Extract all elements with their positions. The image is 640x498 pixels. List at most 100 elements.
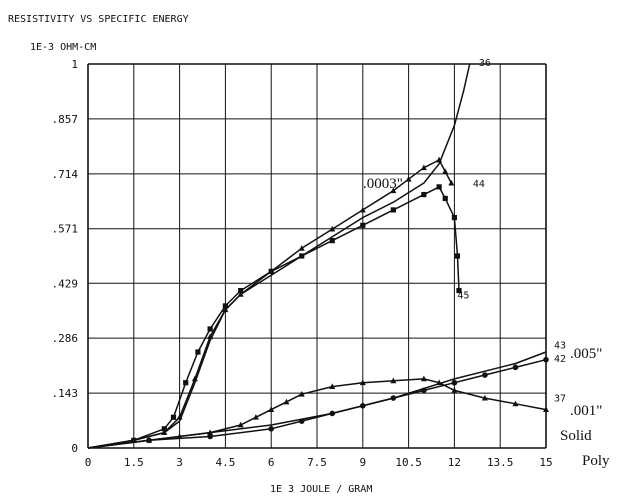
x-tick-label: 1.5: [124, 456, 144, 469]
data-point: [131, 437, 137, 443]
data-point: [359, 379, 366, 386]
y-tick-label: .286: [52, 332, 79, 345]
y-tick-label: .143: [52, 387, 79, 400]
x-tick-label: 9: [359, 456, 366, 469]
data-point: [360, 402, 366, 409]
x-tick-labels: 0 1.5 3 4.5 6 7.5 9 10.5 12 13.5 15: [85, 456, 553, 469]
x-tick-label: 4.5: [215, 456, 235, 469]
data-point: [298, 245, 305, 251]
data-point: [146, 437, 153, 443]
data-point: [482, 372, 488, 378]
data-point: [451, 387, 458, 393]
data-point: [390, 187, 397, 194]
series-label-45: 45: [457, 290, 469, 301]
data-point: [481, 394, 488, 401]
data-point: [298, 418, 305, 424]
data-point: [207, 333, 214, 340]
data-point: [170, 414, 177, 420]
data-point: [299, 253, 305, 259]
y-tick-label: 0: [71, 442, 78, 455]
data-point: [451, 379, 458, 386]
x-axis-label: 1E 3 JOULE / GRAM: [270, 484, 372, 495]
y-tick-label: .429: [52, 277, 79, 290]
data-point: [183, 380, 189, 386]
data-point: [390, 207, 396, 213]
data-point: [222, 303, 228, 309]
annotation-solid: Solid: [560, 428, 592, 444]
x-tick-label: 12: [448, 456, 461, 469]
x-tick-label: 13.5: [487, 456, 514, 469]
data-point: [268, 426, 275, 432]
y-tick-label: .857: [52, 113, 79, 126]
data-point: [360, 222, 366, 228]
series-label-44: 44: [473, 179, 485, 190]
data-point: [207, 326, 213, 332]
data-point: [298, 391, 305, 397]
data-point: [420, 375, 427, 382]
data-point: [329, 410, 336, 417]
data-point: [421, 387, 427, 394]
series-label-43: 43: [554, 340, 566, 351]
chart-title: RESISTIVITY VS SPECIFIC ENERGY: [8, 14, 189, 25]
series-line-44: [87, 159, 452, 449]
data-point: [207, 433, 213, 440]
y-tick-label: 1: [71, 58, 78, 71]
data-point: [436, 379, 443, 386]
x-tick-label: 6: [268, 456, 275, 469]
data-point: [442, 168, 449, 174]
series-labels: 36 44 45 43 42 37: [457, 58, 566, 405]
series-line-37: [87, 378, 547, 449]
data-point: [176, 433, 183, 439]
data-point: [359, 206, 366, 213]
data-point: [161, 426, 167, 432]
data-point: [543, 356, 549, 363]
marker-group: [130, 156, 549, 444]
x-tick-label: 3: [176, 456, 183, 469]
data-point: [451, 215, 457, 221]
data-point: [436, 184, 442, 190]
data-point: [421, 191, 427, 198]
data-point: [222, 306, 229, 313]
data-point: [329, 238, 335, 244]
x-tick-label: 15: [539, 456, 552, 469]
data-point: [195, 349, 201, 355]
data-point: [329, 383, 336, 389]
data-point: [191, 375, 198, 382]
data-point: [456, 287, 462, 294]
x-tick-label: 7.5: [307, 456, 327, 469]
data-point: [405, 176, 412, 182]
series-label-36: 36: [479, 58, 491, 69]
data-point: [238, 287, 244, 294]
data-point: [268, 406, 275, 412]
data-point: [512, 400, 519, 407]
series-line-36: [87, 63, 471, 449]
data-point: [268, 268, 274, 274]
data-point: [207, 429, 214, 436]
data-point: [161, 429, 168, 436]
data-point: [237, 421, 244, 428]
y-tick-label: .571: [52, 223, 79, 236]
data-point: [454, 253, 461, 259]
data-point: [420, 164, 427, 171]
data-point: [512, 364, 519, 371]
data-point: [390, 377, 397, 384]
x-tick-label: 0: [85, 456, 92, 469]
annotation-poly: Poly: [582, 453, 610, 469]
y-axis-label: 1E-3 OHM-CM: [30, 42, 96, 53]
annotation-0003: .0003": [363, 176, 403, 192]
x-tick-label: 10.5: [395, 456, 422, 469]
annotation-005: .005": [570, 346, 602, 362]
data-point: [329, 225, 336, 232]
y-tick-labels: 0 .143 .286 .429 .571 .714 .857 1: [52, 58, 79, 455]
data-point: [237, 291, 244, 297]
data-point: [390, 395, 397, 401]
data-point: [283, 398, 290, 405]
series-label-42: 42: [554, 354, 566, 365]
data-point: [252, 414, 259, 420]
grid: [87, 63, 547, 449]
series-label-37: 37: [554, 394, 566, 405]
data-point: [448, 179, 455, 186]
y-tick-label: .714: [52, 168, 79, 181]
annotation-001: .001": [570, 403, 602, 419]
